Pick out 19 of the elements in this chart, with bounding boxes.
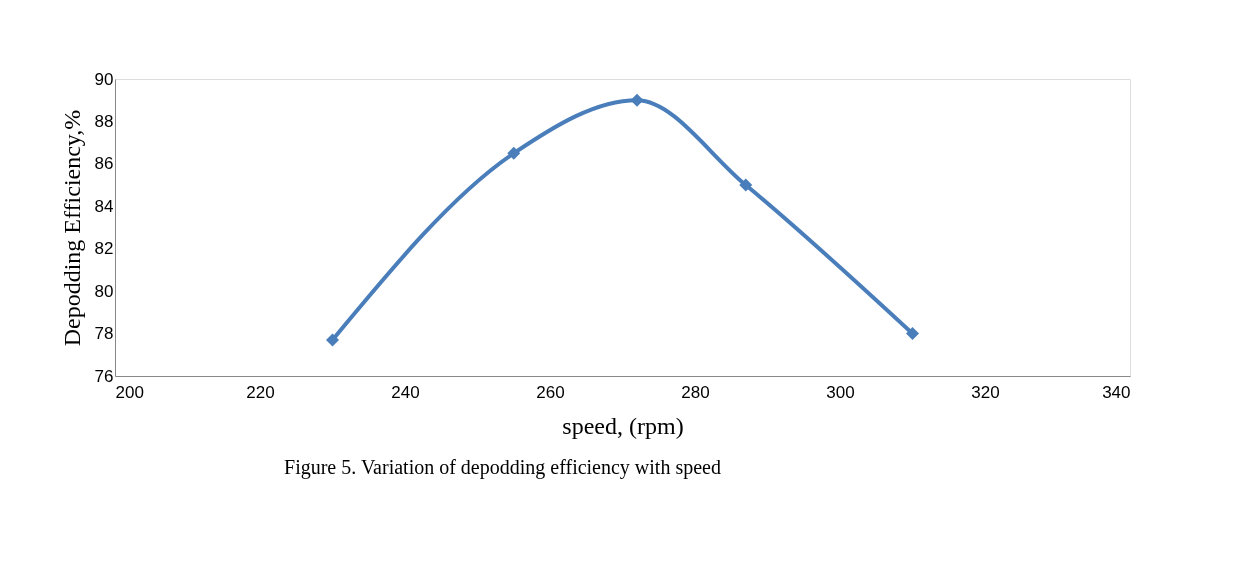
x-axis-title: speed, (rpm) xyxy=(562,412,684,439)
y-tick-label: 76 xyxy=(94,366,114,386)
y-tick-label: 86 xyxy=(94,154,114,174)
x-tick-label: 340 xyxy=(1102,382,1131,402)
y-tick-label: 88 xyxy=(94,111,114,131)
y-tick-label: 82 xyxy=(94,239,114,259)
y-tick-label: 78 xyxy=(94,324,114,344)
caption: Figure 5. Variation of depodding efficiency with speed xyxy=(284,456,721,479)
x-tick-label: 300 xyxy=(826,382,855,402)
y-tick-label: 80 xyxy=(94,281,114,301)
x-tick-label: 280 xyxy=(681,382,710,402)
y-tick-label: 84 xyxy=(94,196,114,216)
x-tick-label: 220 xyxy=(246,382,275,402)
y-axis-title: Depodding Efficiency,% xyxy=(58,109,85,347)
y-tick-label: 90 xyxy=(94,69,114,89)
x-tick-label: 320 xyxy=(971,382,1000,402)
x-tick-label: 240 xyxy=(391,382,420,402)
x-tick-label: 260 xyxy=(536,382,565,402)
x-tick-label: 200 xyxy=(115,382,144,402)
